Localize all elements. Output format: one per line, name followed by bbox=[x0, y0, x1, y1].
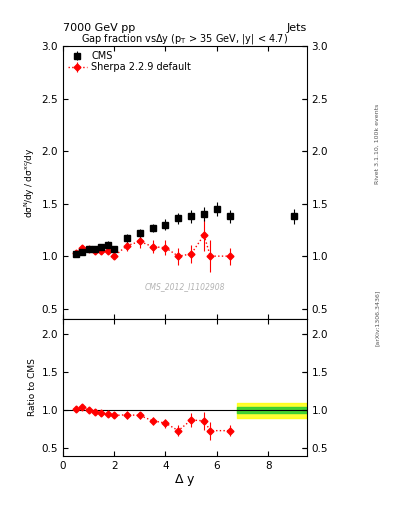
Title: Gap fraction vs$\Delta$y (p$_\mathregular{T}$ > 35 GeV, |y| < 4.7): Gap fraction vs$\Delta$y (p$_\mathregula… bbox=[81, 32, 288, 46]
Y-axis label: Ratio to CMS: Ratio to CMS bbox=[28, 358, 37, 416]
Text: Rivet 3.1.10, 100k events: Rivet 3.1.10, 100k events bbox=[375, 103, 380, 183]
Text: CMS_2012_I1102908: CMS_2012_I1102908 bbox=[145, 282, 225, 291]
Text: [arXiv:1306.3436]: [arXiv:1306.3436] bbox=[375, 289, 380, 346]
X-axis label: $\Delta$ y: $\Delta$ y bbox=[174, 472, 195, 488]
Legend: CMS, Sherpa 2.2.9 default: CMS, Sherpa 2.2.9 default bbox=[66, 49, 193, 74]
Text: 7000 GeV pp: 7000 GeV pp bbox=[63, 23, 135, 33]
Y-axis label: $\mathregular{d\sigma^{N}\!/dy\;/\;d\sigma^{xc}\!/dy}$: $\mathregular{d\sigma^{N}\!/dy\;/\;d\sig… bbox=[23, 147, 37, 218]
Text: Jets: Jets bbox=[286, 23, 307, 33]
